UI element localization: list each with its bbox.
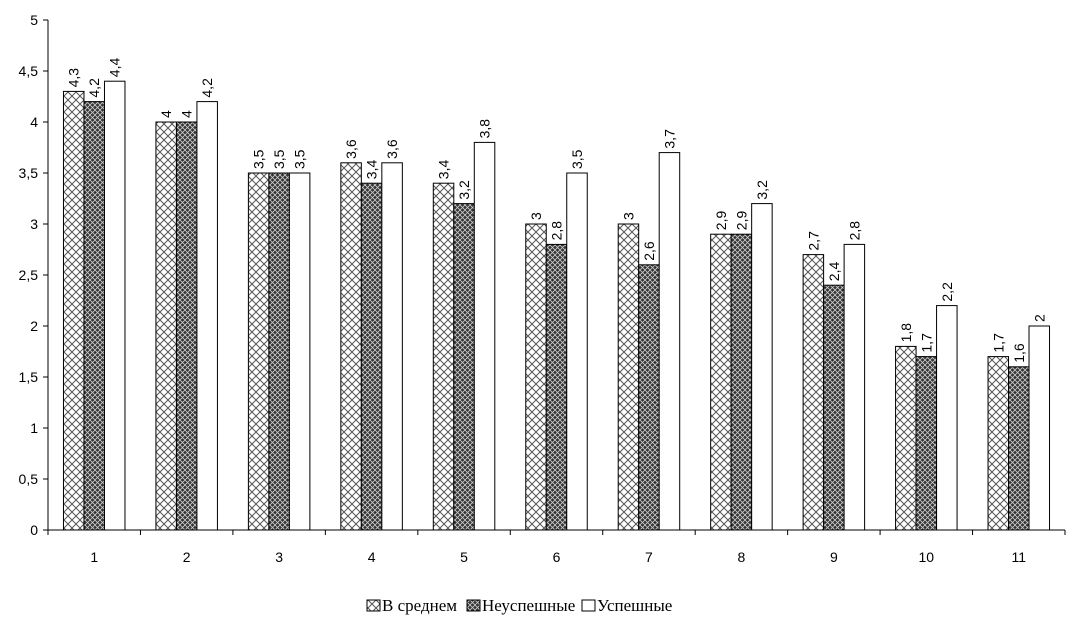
bar: [802, 254, 825, 531]
data-label: 3,5: [271, 149, 287, 169]
data-label: 1,8: [898, 323, 914, 343]
data-label: 3: [620, 212, 636, 220]
bar: [453, 203, 475, 531]
data-label: 4,2: [199, 78, 215, 98]
bar: [843, 243, 866, 531]
data-label: 2,9: [733, 211, 749, 231]
bar: [617, 223, 640, 531]
bar: [62, 90, 85, 531]
bar: [360, 182, 383, 531]
x-tick-label: 7: [645, 549, 653, 565]
y-tick-label: 3: [30, 216, 38, 232]
data-label: 3,8: [477, 119, 493, 139]
chart-legend: В среднем Неуспешные Успешные: [366, 596, 672, 615]
data-label: 4: [158, 110, 174, 118]
bar: [247, 172, 270, 531]
data-label: 1,6: [1011, 343, 1027, 363]
bar: [473, 141, 496, 531]
y-tick-label: 2: [30, 318, 38, 334]
legend-label: Неуспешные: [482, 596, 575, 615]
bar: [638, 264, 660, 531]
bar: [175, 121, 198, 531]
data-label: 1,7: [990, 333, 1006, 353]
bar: [381, 162, 403, 531]
legend-swatch: [366, 599, 381, 612]
bar: [823, 284, 845, 531]
data-label: 2,8: [846, 221, 862, 241]
bar: [730, 233, 753, 531]
y-tick-label: 5: [30, 12, 38, 28]
data-label: 3,2: [456, 180, 472, 200]
data-label: 3,5: [251, 149, 267, 169]
x-tick-label: 6: [553, 549, 561, 565]
y-tick-label: 3,5: [19, 165, 39, 181]
bar: [432, 182, 455, 531]
bar: [525, 223, 547, 531]
x-tick-label: 2: [183, 549, 191, 565]
data-label: 3,4: [364, 160, 380, 180]
data-label: 2,7: [805, 231, 821, 251]
x-tick-label: 11: [1011, 549, 1026, 565]
chart-bars: [62, 80, 1051, 531]
data-label: 2,9: [713, 211, 729, 231]
bar: [268, 172, 290, 531]
data-label: 3,7: [661, 129, 677, 149]
bar: [196, 101, 218, 531]
bar: [103, 80, 126, 531]
bar: [1028, 325, 1051, 531]
y-tick-label: 1: [30, 420, 38, 436]
bar: [987, 356, 1010, 531]
legend-label: В среднем: [382, 596, 457, 615]
y-tick-label: 0: [30, 522, 38, 538]
data-label: 3,4: [436, 160, 452, 180]
data-label: 4: [179, 110, 195, 118]
bar: [658, 152, 681, 531]
data-label: 2,4: [826, 262, 842, 282]
data-label: 2,2: [939, 282, 955, 302]
y-tick-label: 1,5: [19, 369, 39, 385]
bar: [545, 243, 568, 531]
data-label: 4,3: [66, 68, 82, 88]
y-tick-label: 4: [30, 114, 38, 130]
bar: [751, 203, 773, 531]
data-label: 2,6: [641, 241, 657, 261]
bar: [340, 162, 362, 531]
bar: [895, 345, 917, 531]
data-label: 4,4: [107, 58, 123, 78]
bar: [710, 233, 732, 531]
bar: [83, 101, 105, 531]
data-label: 3,5: [292, 149, 308, 169]
x-tick-label: 3: [275, 549, 283, 565]
y-tick-label: 0,5: [19, 471, 39, 487]
data-label: 2,8: [549, 221, 565, 241]
bar: [915, 356, 938, 531]
x-tick-label: 1: [90, 549, 98, 565]
x-tick-label: 10: [919, 549, 935, 565]
y-tick-label: 4,5: [19, 63, 39, 79]
x-tick-label: 5: [460, 549, 468, 565]
bar: [1008, 366, 1030, 531]
data-label: 3: [528, 212, 544, 220]
data-label: 2: [1031, 314, 1047, 322]
x-tick-label: 9: [830, 549, 838, 565]
bar: [566, 172, 588, 531]
legend-swatch: [581, 599, 596, 612]
x-tick-label: 4: [368, 549, 376, 565]
chart-data-labels: 4,343,53,63,43 3 2,92,71,81,74,243,53,43,2…: [66, 58, 1048, 363]
data-label: 3,2: [754, 180, 770, 200]
data-label: 3,6: [384, 139, 400, 159]
bar: [936, 305, 958, 531]
y-tick-label: 2,5: [19, 267, 39, 283]
legend-swatch: [466, 599, 481, 612]
data-label: 4,2: [86, 78, 102, 98]
data-label: 1,7: [918, 333, 934, 353]
legend-label: Успешные: [597, 596, 672, 615]
bar: [155, 121, 177, 531]
data-label: 3,6: [343, 139, 359, 159]
x-tick-label: 8: [738, 549, 746, 565]
bar: [288, 172, 311, 531]
data-label: 3,5: [569, 149, 585, 169]
